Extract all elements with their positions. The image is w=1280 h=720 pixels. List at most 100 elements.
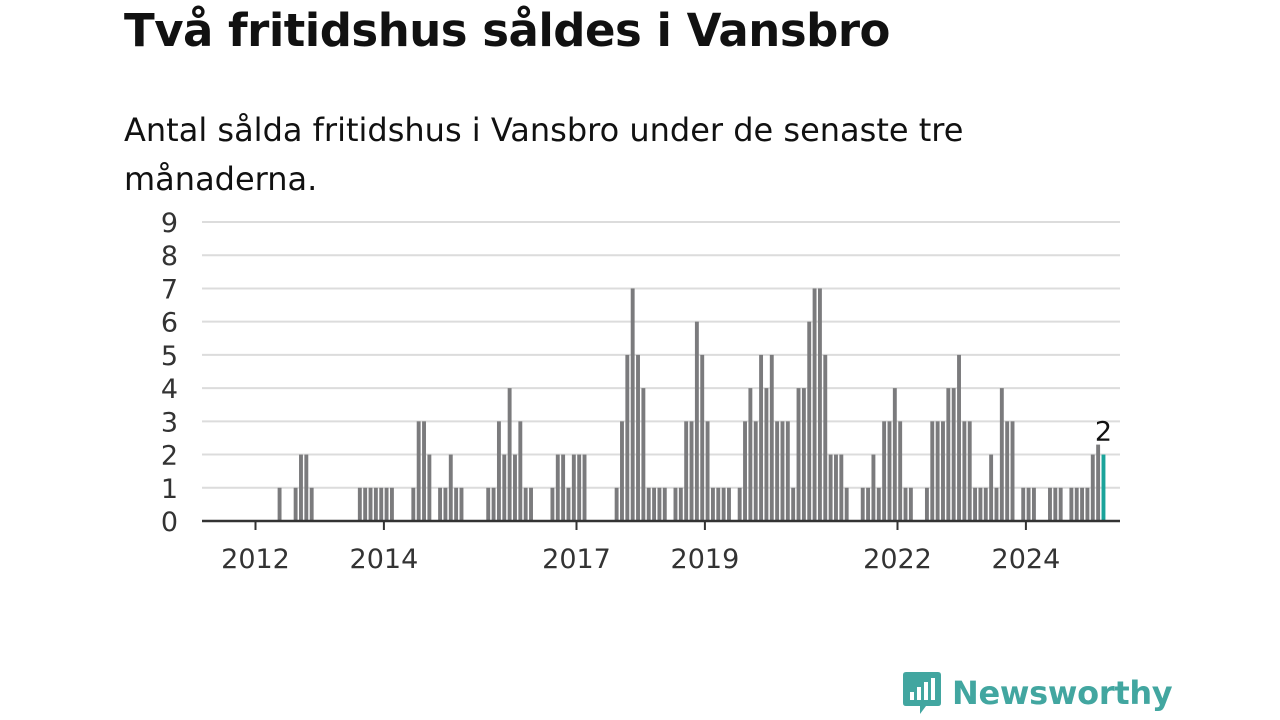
bar [834,454,838,521]
bar [871,454,876,521]
bar [438,487,443,521]
bar [443,487,448,521]
bar [839,454,844,521]
bar [657,487,662,521]
bar [1080,487,1085,521]
bar [1031,487,1036,521]
bar [983,487,988,521]
bar [459,487,464,521]
bar [807,321,812,521]
bar [844,487,849,521]
bar [796,388,801,521]
y-tick-label: 5 [161,341,178,372]
bar [898,421,903,521]
bar [1096,444,1101,521]
bar [860,487,865,521]
bar [502,454,507,521]
bar [577,454,582,521]
chart-title: Två fritidshus såldes i Vansbro [124,4,890,57]
bar [946,388,951,521]
bar [571,454,576,521]
bar [293,487,298,521]
bar [550,487,555,521]
x-tick-label: 2014 [350,544,419,575]
chart-subtitle: Antal sålda fritidshus i Vansbro under d… [124,111,964,198]
highlight-value-label: 2 [1095,417,1112,448]
bar [555,454,560,521]
bar [1010,421,1015,521]
y-tick-label: 0 [161,507,178,538]
bar [641,388,646,521]
newsworthy-brand[interactable]: Newsworthy [902,670,1173,716]
bar [930,421,935,521]
bar [705,421,710,521]
bar [1021,487,1026,521]
bar [684,421,689,521]
bar [710,487,715,521]
bar [373,487,378,521]
newsworthy-chart-bubble-icon [903,672,941,714]
bar [999,388,1004,521]
brand-name: Newsworthy [952,674,1173,712]
bar [973,487,978,521]
bar [989,454,994,521]
bar [363,487,368,521]
bar [727,487,731,521]
x-tick-label: 2024 [992,544,1061,575]
bar [1058,487,1063,521]
bar [759,354,764,521]
bar [882,421,887,521]
bar [620,421,624,521]
y-tick-label: 8 [161,241,178,272]
bar [566,487,571,521]
bar [496,421,501,521]
x-tick-label: 2012 [221,544,290,575]
bar [662,487,667,521]
bar [967,421,972,521]
bar [892,388,897,521]
bar [994,487,999,521]
bar [625,354,630,521]
bar [737,487,742,521]
bar [518,421,523,521]
bar [454,487,459,521]
y-tick-label: 2 [161,441,178,472]
bar [614,487,619,521]
bar [309,487,314,521]
y-tick-label: 3 [161,407,178,438]
x-tick-label: 2017 [542,544,611,575]
bar [876,487,881,521]
bar [646,487,651,521]
bar [636,354,640,521]
bar [673,487,678,521]
bar [978,487,983,521]
bar [427,454,432,521]
highlight-bar [1101,454,1106,521]
bar [1053,487,1058,521]
bar [791,487,796,521]
bar [951,388,956,521]
bar [411,487,416,521]
bar [368,487,373,521]
bar [561,454,566,521]
bar [828,454,833,521]
y-tick-label: 7 [161,274,178,305]
bar [694,321,699,521]
bar [753,421,758,521]
bar [277,487,282,521]
bar [941,421,945,521]
bar [304,454,309,521]
bar [887,421,892,521]
bar [775,421,780,521]
bar [748,388,753,521]
bar [448,454,453,521]
bar [389,487,394,521]
bar [780,421,785,521]
bar [1090,454,1095,521]
bar [678,487,683,521]
bar [529,487,533,521]
bar [416,421,421,521]
x-tick-label: 2019 [671,544,740,575]
bar [1026,487,1031,521]
